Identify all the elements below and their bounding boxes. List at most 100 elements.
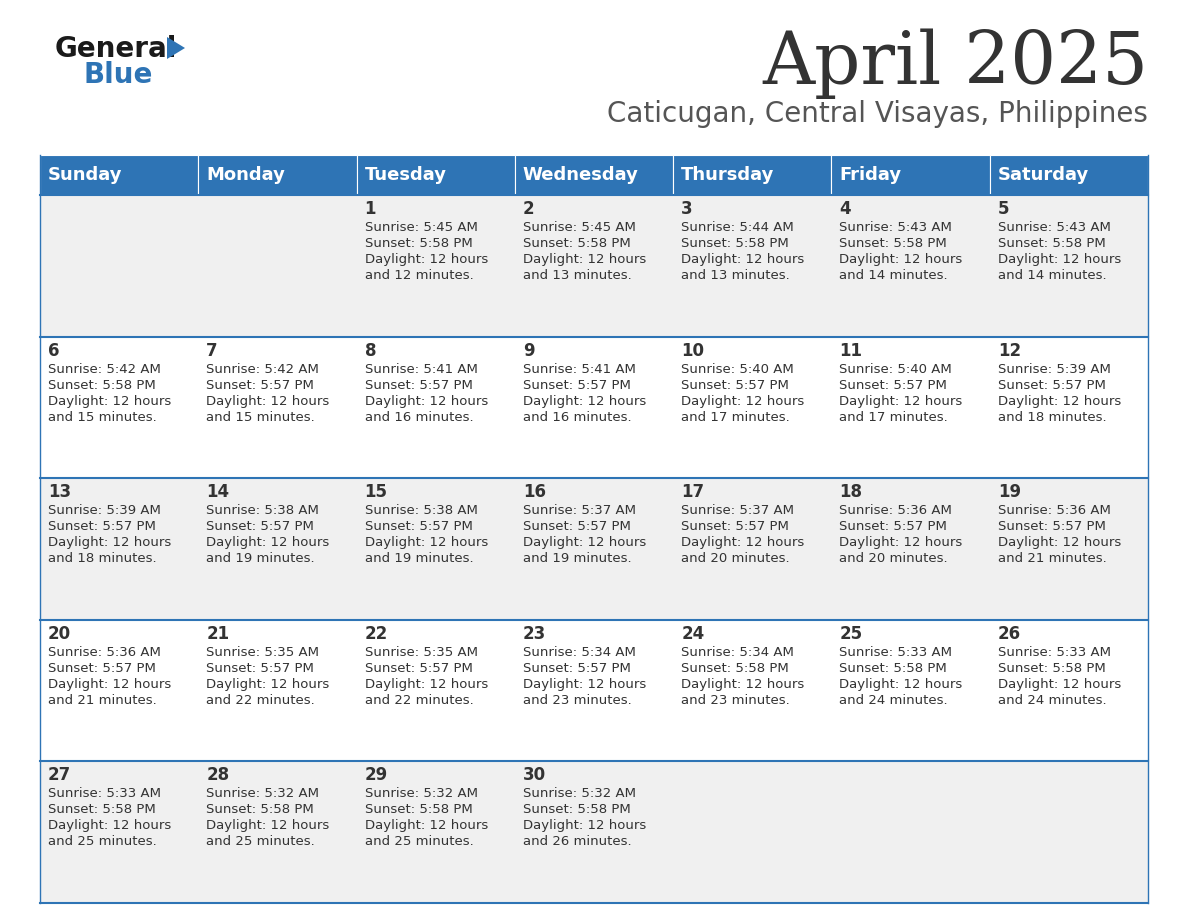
Text: 28: 28 [207, 767, 229, 784]
Text: 11: 11 [840, 341, 862, 360]
Text: 5: 5 [998, 200, 1010, 218]
Bar [40, 478, 1148, 620]
Text: Sunset: 5:58 PM: Sunset: 5:58 PM [48, 803, 156, 816]
Text: Sunrise: 5:40 AM: Sunrise: 5:40 AM [681, 363, 794, 375]
Text: 20: 20 [48, 625, 71, 643]
Text: Sunset: 5:58 PM: Sunset: 5:58 PM [681, 237, 789, 250]
Text: Sunset: 5:57 PM: Sunset: 5:57 PM [207, 521, 314, 533]
Text: and 26 minutes.: and 26 minutes. [523, 835, 632, 848]
Text: Sunset: 5:57 PM: Sunset: 5:57 PM [523, 662, 631, 675]
Text: 3: 3 [681, 200, 693, 218]
Text: Sunrise: 5:36 AM: Sunrise: 5:36 AM [840, 504, 953, 517]
Text: General: General [55, 35, 177, 63]
Text: Daylight: 12 hours: Daylight: 12 hours [523, 820, 646, 833]
Text: 7: 7 [207, 341, 217, 360]
Text: Sunset: 5:58 PM: Sunset: 5:58 PM [998, 662, 1106, 675]
Text: and 20 minutes.: and 20 minutes. [840, 553, 948, 565]
Text: and 19 minutes.: and 19 minutes. [523, 553, 632, 565]
Text: 13: 13 [48, 483, 71, 501]
Text: Sunrise: 5:39 AM: Sunrise: 5:39 AM [998, 363, 1111, 375]
Text: Sunset: 5:57 PM: Sunset: 5:57 PM [207, 378, 314, 392]
Text: and 17 minutes.: and 17 minutes. [681, 410, 790, 423]
Text: Daylight: 12 hours: Daylight: 12 hours [365, 820, 488, 833]
Text: Daylight: 12 hours: Daylight: 12 hours [681, 253, 804, 266]
Text: Sunrise: 5:35 AM: Sunrise: 5:35 AM [365, 645, 478, 659]
Text: 18: 18 [840, 483, 862, 501]
Text: Sunset: 5:57 PM: Sunset: 5:57 PM [681, 378, 789, 392]
Text: and 21 minutes.: and 21 minutes. [998, 553, 1106, 565]
Text: Daylight: 12 hours: Daylight: 12 hours [523, 253, 646, 266]
Text: Sunrise: 5:42 AM: Sunrise: 5:42 AM [207, 363, 320, 375]
Text: Daylight: 12 hours: Daylight: 12 hours [48, 677, 171, 691]
Text: Daylight: 12 hours: Daylight: 12 hours [523, 677, 646, 691]
Bar [40, 155, 198, 195]
Text: 9: 9 [523, 341, 535, 360]
Text: Sunrise: 5:39 AM: Sunrise: 5:39 AM [48, 504, 160, 517]
Text: and 16 minutes.: and 16 minutes. [523, 410, 632, 423]
Text: 29: 29 [365, 767, 387, 784]
Text: 2: 2 [523, 200, 535, 218]
Text: Sunrise: 5:38 AM: Sunrise: 5:38 AM [207, 504, 320, 517]
Text: 23: 23 [523, 625, 546, 643]
Text: Sunrise: 5:43 AM: Sunrise: 5:43 AM [998, 221, 1111, 234]
Text: and 12 minutes.: and 12 minutes. [365, 269, 473, 282]
Text: Sunset: 5:57 PM: Sunset: 5:57 PM [523, 378, 631, 392]
Text: Daylight: 12 hours: Daylight: 12 hours [207, 677, 329, 691]
Text: and 18 minutes.: and 18 minutes. [998, 410, 1106, 423]
Text: Daylight: 12 hours: Daylight: 12 hours [681, 536, 804, 549]
Text: Saturday: Saturday [998, 166, 1089, 184]
Text: 19: 19 [998, 483, 1020, 501]
Text: Sunrise: 5:34 AM: Sunrise: 5:34 AM [523, 645, 636, 659]
Text: Sunset: 5:57 PM: Sunset: 5:57 PM [998, 521, 1106, 533]
Text: Sunset: 5:57 PM: Sunset: 5:57 PM [523, 521, 631, 533]
Text: Sunrise: 5:43 AM: Sunrise: 5:43 AM [840, 221, 953, 234]
Text: Sunset: 5:58 PM: Sunset: 5:58 PM [207, 803, 314, 816]
Text: Sunset: 5:57 PM: Sunset: 5:57 PM [681, 521, 789, 533]
Text: Sunrise: 5:40 AM: Sunrise: 5:40 AM [840, 363, 952, 375]
Text: Daylight: 12 hours: Daylight: 12 hours [840, 253, 962, 266]
Text: Sunset: 5:58 PM: Sunset: 5:58 PM [48, 378, 156, 392]
Bar [40, 761, 1148, 903]
Text: and 25 minutes.: and 25 minutes. [48, 835, 157, 848]
Text: Monday: Monday [207, 166, 285, 184]
Bar [198, 155, 356, 195]
Text: Friday: Friday [840, 166, 902, 184]
Text: Sunrise: 5:32 AM: Sunrise: 5:32 AM [365, 788, 478, 800]
Text: Daylight: 12 hours: Daylight: 12 hours [365, 536, 488, 549]
Text: 10: 10 [681, 341, 704, 360]
Text: and 25 minutes.: and 25 minutes. [207, 835, 315, 848]
Text: Daylight: 12 hours: Daylight: 12 hours [998, 677, 1121, 691]
Text: 22: 22 [365, 625, 387, 643]
Text: 6: 6 [48, 341, 59, 360]
Text: Sunset: 5:58 PM: Sunset: 5:58 PM [998, 237, 1106, 250]
Text: and 23 minutes.: and 23 minutes. [681, 694, 790, 707]
Bar [990, 155, 1148, 195]
Text: Sunrise: 5:33 AM: Sunrise: 5:33 AM [48, 788, 162, 800]
Text: Sunrise: 5:34 AM: Sunrise: 5:34 AM [681, 645, 794, 659]
Text: Sunset: 5:58 PM: Sunset: 5:58 PM [840, 237, 947, 250]
Text: Sunset: 5:57 PM: Sunset: 5:57 PM [48, 662, 156, 675]
Text: and 24 minutes.: and 24 minutes. [998, 694, 1106, 707]
Text: and 17 minutes.: and 17 minutes. [840, 410, 948, 423]
Text: and 22 minutes.: and 22 minutes. [207, 694, 315, 707]
Bar [40, 620, 1148, 761]
Text: Sunrise: 5:35 AM: Sunrise: 5:35 AM [207, 645, 320, 659]
Text: and 14 minutes.: and 14 minutes. [840, 269, 948, 282]
Text: Sunset: 5:58 PM: Sunset: 5:58 PM [840, 662, 947, 675]
Text: Sunrise: 5:41 AM: Sunrise: 5:41 AM [365, 363, 478, 375]
Text: Daylight: 12 hours: Daylight: 12 hours [365, 677, 488, 691]
Text: Daylight: 12 hours: Daylight: 12 hours [681, 395, 804, 408]
Text: 27: 27 [48, 767, 71, 784]
Text: 12: 12 [998, 341, 1020, 360]
Text: Tuesday: Tuesday [365, 166, 447, 184]
Text: Sunrise: 5:33 AM: Sunrise: 5:33 AM [998, 645, 1111, 659]
Text: Daylight: 12 hours: Daylight: 12 hours [840, 395, 962, 408]
Text: Sunrise: 5:33 AM: Sunrise: 5:33 AM [840, 645, 953, 659]
Polygon shape [168, 37, 185, 59]
Text: Daylight: 12 hours: Daylight: 12 hours [840, 677, 962, 691]
Text: and 20 minutes.: and 20 minutes. [681, 553, 790, 565]
Text: 4: 4 [840, 200, 851, 218]
Text: Sunset: 5:58 PM: Sunset: 5:58 PM [365, 803, 473, 816]
Text: and 14 minutes.: and 14 minutes. [998, 269, 1106, 282]
Text: Sunset: 5:57 PM: Sunset: 5:57 PM [840, 378, 947, 392]
